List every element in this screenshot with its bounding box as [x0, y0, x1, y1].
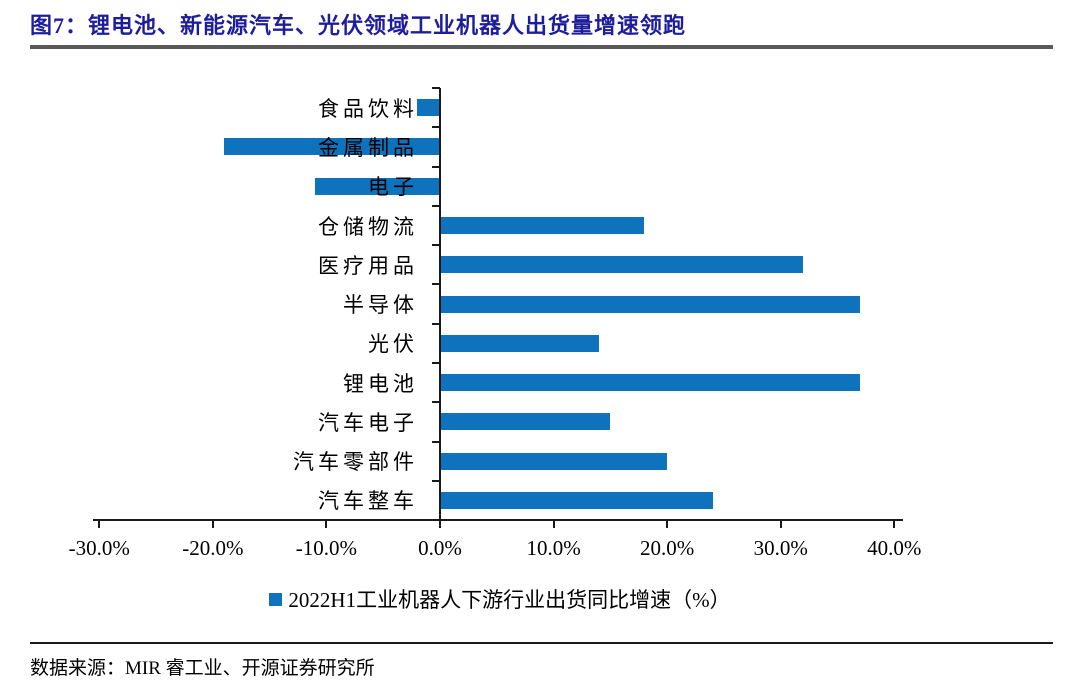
x-axis-label--20.0%: -20.0% — [182, 536, 244, 560]
category-label-5: 医疗用品 — [318, 253, 418, 278]
x-axis-tick — [325, 519, 328, 528]
x-axis-label-0.0%: 0.0% — [418, 536, 462, 560]
chart-legend: 2022H1工业机器人下游行业出货同比增速（%） — [95, 584, 905, 614]
bar-6 — [440, 295, 861, 313]
y-axis-tick — [432, 244, 440, 247]
x-axis-tick — [98, 519, 101, 528]
x-axis-line — [93, 519, 903, 521]
bar-7 — [440, 334, 599, 352]
y-axis-line — [439, 88, 441, 520]
category-label-1: 食品饮料 — [318, 96, 418, 121]
x-axis-label--30.0%: -30.0% — [68, 536, 130, 560]
bar-10 — [440, 452, 668, 470]
y-axis-tick — [432, 87, 440, 89]
x-axis-label-30.0%: 30.0% — [753, 536, 808, 560]
x-axis-tick — [552, 519, 555, 528]
bar-11 — [440, 491, 713, 509]
bar-1 — [417, 99, 440, 117]
category-label-6: 半导体 — [343, 293, 418, 317]
category-label-11: 汽车整车 — [318, 489, 418, 514]
x-axis-tick — [439, 519, 441, 528]
source-divider — [30, 642, 1053, 644]
x-axis-label-40.0%: 40.0% — [867, 536, 922, 560]
y-axis-tick — [432, 361, 440, 364]
category-label-2: 金属制品 — [318, 135, 418, 160]
legend-label: 2022H1工业机器人下游行业出货同比增速（%） — [288, 588, 731, 612]
legend-swatch-icon — [269, 592, 283, 606]
bar-4 — [440, 217, 645, 234]
x-axis-label--10.0%: -10.0% — [295, 536, 358, 560]
figure-title: 图7：锂电池、新能源汽车、光伏领域工业机器人出货量增速领跑 — [30, 13, 687, 38]
y-axis-tick — [432, 322, 440, 325]
category-label-3: 电子 — [368, 175, 418, 200]
x-axis-tick — [211, 519, 214, 528]
category-label-7: 光伏 — [368, 332, 418, 357]
x-axis-label-10.0%: 10.0% — [526, 536, 581, 560]
y-axis-tick — [432, 165, 440, 168]
y-axis-tick — [432, 126, 440, 129]
category-label-4: 仓储物流 — [318, 214, 418, 239]
bar-5 — [440, 256, 804, 274]
x-axis-label-20.0%: 20.0% — [639, 536, 695, 560]
category-label-10: 汽车零部件 — [293, 450, 418, 475]
bar-2 — [224, 138, 440, 156]
bar-3 — [315, 177, 440, 195]
y-axis-tick — [432, 440, 440, 443]
y-axis-tick — [432, 204, 440, 207]
y-axis-tick — [432, 401, 440, 404]
bar-8 — [440, 374, 861, 391]
y-axis-tick — [432, 479, 440, 482]
y-axis-tick — [432, 283, 440, 286]
category-label-8: 锂电池 — [343, 371, 418, 396]
x-axis-tick — [666, 519, 669, 528]
category-label-9: 汽车电子 — [318, 410, 418, 435]
x-axis-tick — [893, 519, 896, 528]
title-divider — [30, 45, 1053, 49]
data-source-note: 数据来源：MIR 睿工业、开源证券研究所 — [30, 658, 375, 679]
x-axis-tick — [779, 519, 782, 528]
bar-9 — [440, 413, 611, 431]
